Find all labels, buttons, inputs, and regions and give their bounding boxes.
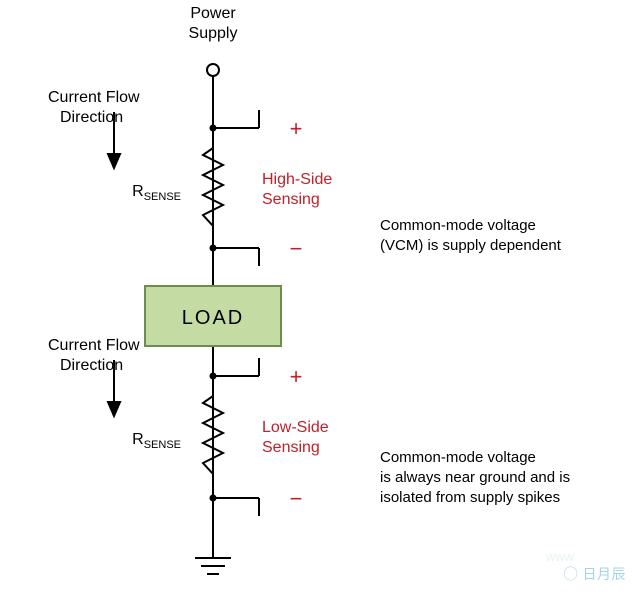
ground-icon: [195, 558, 231, 574]
plus-label: +: [290, 364, 303, 389]
lowside-note-3: isolated from supply spikes: [380, 489, 560, 506]
watermark: ◯ 日月辰: [564, 564, 626, 584]
circuit-diagram: Power Supply + RSENSE High-Side Sensing …: [0, 0, 634, 592]
highside-note-1: Common-mode voltage: [380, 217, 536, 234]
flow-label-bot-2: Direction: [60, 357, 123, 374]
lowside-note-1: Common-mode voltage: [380, 449, 536, 466]
minus-label: −: [290, 486, 303, 511]
rsense-label: RSENSE: [132, 183, 181, 203]
watermark-faded: www: [546, 549, 574, 564]
highside-label-2: Sensing: [262, 191, 320, 208]
flow-label-bot-1: Current Flow: [48, 337, 140, 354]
highside-note-2: (VCM) is supply dependent: [380, 237, 562, 254]
rsense-label: RSENSE: [132, 431, 181, 451]
power-supply-label-2: Supply: [189, 25, 238, 42]
power-supply-label-1: Power: [190, 5, 236, 22]
flow-label-top-2: Direction: [60, 109, 123, 126]
plus-label: +: [290, 116, 303, 141]
flow-label-top-1: Current Flow: [48, 89, 140, 106]
lowside-label-2: Sensing: [262, 439, 320, 456]
lowside-label-1: Low-Side: [262, 419, 329, 436]
power-supply-terminal-icon: [207, 64, 219, 76]
load-label: LOAD: [182, 307, 244, 329]
lowside-note-2: is always near ground and is: [380, 469, 570, 486]
highside-label-1: High-Side: [262, 171, 332, 188]
minus-label: −: [290, 236, 303, 261]
